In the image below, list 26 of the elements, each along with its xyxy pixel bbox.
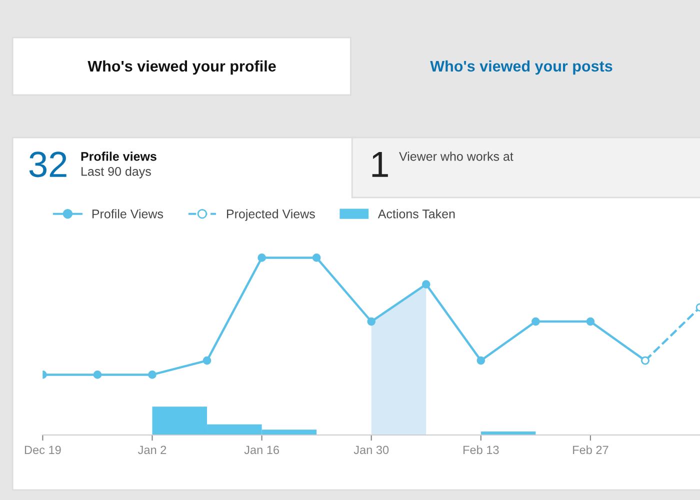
text: Viewer who works at <box>399 152 514 161</box>
x-tick-label: Jan 2 <box>138 446 166 454</box>
point <box>532 317 540 326</box>
x-tick-label: Dec 19 <box>24 446 61 454</box>
point <box>93 370 102 379</box>
text: Who's viewed your profile <box>88 60 276 75</box>
text: Profile views <box>81 152 156 161</box>
point <box>422 280 430 288</box>
text: Who's viewed your posts <box>430 60 612 75</box>
x-tick-label: Jan 30 <box>354 446 389 454</box>
point <box>258 254 266 262</box>
point <box>148 370 156 379</box>
point <box>312 254 321 262</box>
text: 1 <box>372 152 388 177</box>
legend-label: Actions Taken <box>378 209 455 218</box>
x-tick-label: Jan 16 <box>244 446 280 454</box>
point <box>586 317 595 326</box>
text: 32 <box>29 152 66 178</box>
legend-label: Projected Views <box>227 209 315 221</box>
point <box>476 356 486 365</box>
legend-label: Profile Views <box>92 209 164 218</box>
x-tick-label: Feb 13 <box>463 445 499 454</box>
text: Last 90 days <box>82 166 151 178</box>
point <box>367 317 376 326</box>
point <box>202 356 212 365</box>
x-tick-label: Feb 27 <box>573 445 608 454</box>
